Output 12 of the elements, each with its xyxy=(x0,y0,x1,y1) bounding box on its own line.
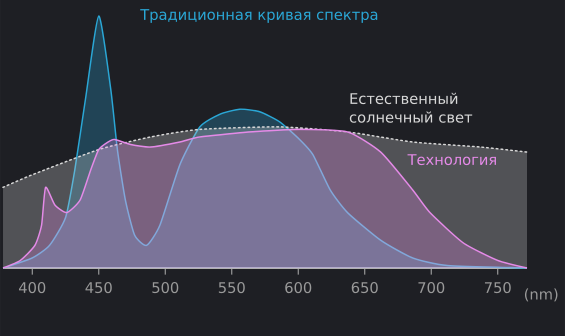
x-tick-label: 500 xyxy=(152,282,178,294)
text: Традиционная кривая спектра xyxy=(140,9,378,23)
x-tick-label: 650 xyxy=(352,282,378,294)
x-axis-title: (nm) xyxy=(524,288,558,302)
x-tick-label: 550 xyxy=(218,282,245,294)
series-label: Естественный солнечный свет xyxy=(350,92,472,123)
x-tick-label: 450 xyxy=(85,282,112,294)
x-tick-label: 400 xyxy=(18,282,46,294)
x-tick-label: 700 xyxy=(418,282,444,294)
series-label: Технология xyxy=(408,154,496,166)
x-tick-label: 750 xyxy=(484,282,511,294)
x-tick-label: 600 xyxy=(285,282,312,294)
